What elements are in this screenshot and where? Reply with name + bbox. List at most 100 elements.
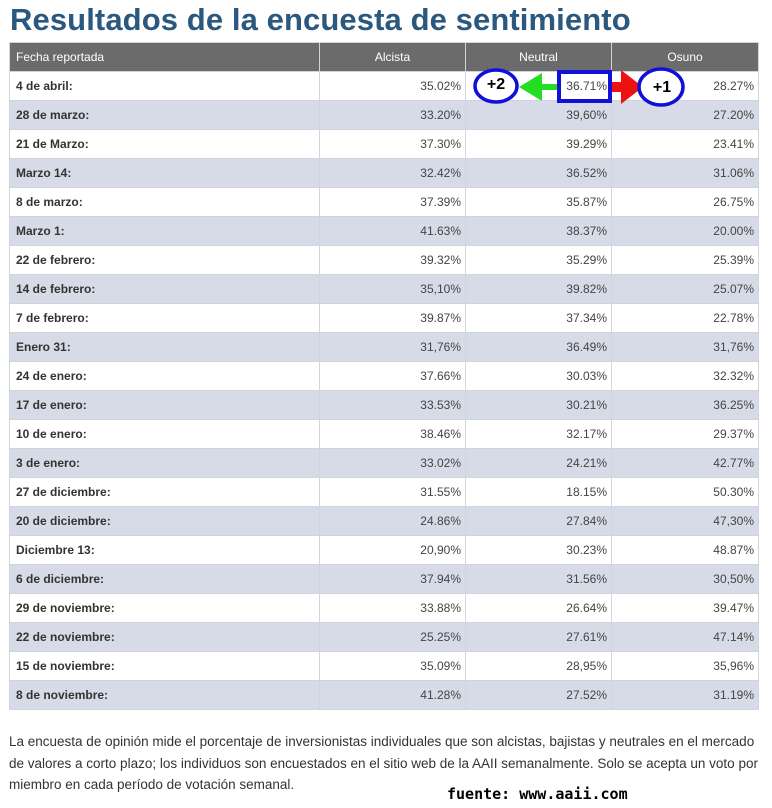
red-arrow-right xyxy=(611,70,643,104)
date-cell: 10 de enero: xyxy=(9,419,320,449)
bullish-cell: 32.42% xyxy=(319,158,466,188)
bearish-cell: 31.19% xyxy=(611,680,759,710)
table-row: 17 de enero: 33.53% 30.21% 36.25% xyxy=(9,390,759,420)
bullish-cell: 37.66% xyxy=(319,361,466,391)
bearish-cell: 22.78% xyxy=(611,303,759,333)
bearish-cell: 28.27% xyxy=(611,71,759,101)
bearish-cell: 48.87% xyxy=(611,535,759,565)
date-cell: 22 de febrero: xyxy=(9,245,320,275)
annotation-label-plus-1: +1 xyxy=(652,79,672,96)
bullish-cell: 33.53% xyxy=(319,390,466,420)
date-cell: Marzo 14: xyxy=(9,158,320,188)
date-cell: Marzo 1: xyxy=(9,216,320,246)
bearish-cell: 47,30% xyxy=(611,506,759,536)
date-cell: 22 de noviembre: xyxy=(9,622,320,652)
annotation-circle-right xyxy=(637,67,685,107)
bearish-cell: 39.47% xyxy=(611,593,759,623)
date-cell: 27 de diciembre: xyxy=(9,477,320,507)
bearish-cell: 25.39% xyxy=(611,245,759,275)
date-cell: 17 de enero: xyxy=(9,390,320,420)
neutral-cell: 31.56% xyxy=(465,564,612,594)
table-row: 21 de Marzo: 37.30% 39.29% 23.41% xyxy=(9,129,759,159)
table-row: Diciembre 13: 20,90% 30.23% 48.87% xyxy=(9,535,759,565)
highlight-box-neutral xyxy=(557,70,612,103)
date-cell: 20 de diciembre: xyxy=(9,506,320,536)
bullish-cell: 41.63% xyxy=(319,216,466,246)
page-title: Resultados de la encuesta de sentimiento xyxy=(10,2,631,37)
survey-description: La encuesta de opinión mide el porcentaj… xyxy=(9,734,758,792)
table-row: 22 de noviembre: 25.25% 27.61% 47.14% xyxy=(9,622,759,652)
annotation-circle-left xyxy=(473,68,519,104)
neutral-cell: 37.34% xyxy=(465,303,612,333)
bullish-cell: 37.30% xyxy=(319,129,466,159)
table-row: 4 de abril: 35.02% 36.71% 28.27% xyxy=(9,71,759,101)
date-cell: 28 de marzo: xyxy=(9,100,320,130)
bearish-cell: 26.75% xyxy=(611,187,759,217)
bullish-cell: 35,10% xyxy=(319,274,466,304)
bullish-cell: 33.02% xyxy=(319,448,466,478)
neutral-cell: 27.52% xyxy=(465,680,612,710)
source-credit: fuente: www.aaii.com xyxy=(447,785,628,803)
neutral-cell: 30.03% xyxy=(465,361,612,391)
bearish-cell: 35,96% xyxy=(611,651,759,681)
bullish-cell: 39.87% xyxy=(319,303,466,333)
bullish-cell: 24.86% xyxy=(319,506,466,536)
table-row: 14 de febrero: 35,10% 39.82% 25.07% xyxy=(9,274,759,304)
date-cell: 29 de noviembre: xyxy=(9,593,320,623)
table-row: 15 de noviembre: 35.09% 28,95% 35,96% xyxy=(9,651,759,681)
date-cell: 4 de abril: xyxy=(9,71,320,101)
date-cell: 8 de noviembre: xyxy=(9,680,320,710)
bearish-cell: 47.14% xyxy=(611,622,759,652)
bullish-cell: 35.09% xyxy=(319,651,466,681)
column-header-date: Fecha reportada xyxy=(9,42,320,72)
table-row: 3 de enero: 33.02% 24.21% 42.77% xyxy=(9,448,759,478)
bearish-cell: 23.41% xyxy=(611,129,759,159)
date-cell: 8 de marzo: xyxy=(9,187,320,217)
bullish-cell: 31.55% xyxy=(319,477,466,507)
neutral-cell: 26.64% xyxy=(465,593,612,623)
bearish-cell: 30,50% xyxy=(611,564,759,594)
bearish-cell: 31,76% xyxy=(611,332,759,362)
bearish-cell: 25.07% xyxy=(611,274,759,304)
date-cell: 15 de noviembre: xyxy=(9,651,320,681)
table-row: 7 de febrero: 39.87% 37.34% 22.78% xyxy=(9,303,759,333)
bearish-cell: 36.25% xyxy=(611,390,759,420)
bearish-cell: 27.20% xyxy=(611,100,759,130)
bearish-cell: 32.32% xyxy=(611,361,759,391)
bullish-cell: 41.28% xyxy=(319,680,466,710)
table-row: 28 de marzo: 33.20% 39,60% 27.20% xyxy=(9,100,759,130)
bullish-cell: 25.25% xyxy=(319,622,466,652)
column-header-bullish: Alcista xyxy=(319,42,466,72)
date-cell: 3 de enero: xyxy=(9,448,320,478)
date-cell: 6 de diciembre: xyxy=(9,564,320,594)
neutral-cell: 36.52% xyxy=(465,158,612,188)
bullish-cell: 37.94% xyxy=(319,564,466,594)
table-row: 27 de diciembre: 31.55% 18.15% 50.30% xyxy=(9,477,759,507)
sentiment-table: Fecha reportada Alcista Neutral Osuno 4 … xyxy=(9,42,759,710)
column-header-bearish: Osuno xyxy=(611,42,759,72)
neutral-cell: 30.21% xyxy=(465,390,612,420)
table-row: Enero 31: 31,76% 36.49% 31,76% xyxy=(9,332,759,362)
table-row: 6 de diciembre: 37.94% 31.56% 30,50% xyxy=(9,564,759,594)
table-row: 8 de noviembre: 41.28% 27.52% 31.19% xyxy=(9,680,759,710)
bullish-cell: 38.46% xyxy=(319,419,466,449)
neutral-cell: 36.49% xyxy=(465,332,612,362)
table-row: 22 de febrero: 39.32% 35.29% 25.39% xyxy=(9,245,759,275)
table-row: 10 de enero: 38.46% 32.17% 29.37% xyxy=(9,419,759,449)
neutral-cell: 32.17% xyxy=(465,419,612,449)
neutral-cell: 27.61% xyxy=(465,622,612,652)
neutral-cell: 28,95% xyxy=(465,651,612,681)
table-body: 4 de abril: 35.02% 36.71% 28.27% 28 de marzo… xyxy=(9,71,759,710)
table-row: Marzo 1: 41.63% 38.37% 20.00% xyxy=(9,216,759,246)
neutral-cell: 18.15% xyxy=(465,477,612,507)
bearish-cell: 29.37% xyxy=(611,419,759,449)
neutral-cell: 39,60% xyxy=(465,100,612,130)
table-header-row: Fecha reportada Alcista Neutral Osuno xyxy=(9,42,759,72)
date-cell: 21 de Marzo: xyxy=(9,129,320,159)
date-cell: 14 de febrero: xyxy=(9,274,320,304)
table-row: 29 de noviembre: 33.88% 26.64% 39.47% xyxy=(9,593,759,623)
annotation-label-plus-2: +2 xyxy=(486,76,506,93)
column-header-neutral: Neutral xyxy=(465,42,612,72)
green-arrow-left xyxy=(519,73,557,101)
